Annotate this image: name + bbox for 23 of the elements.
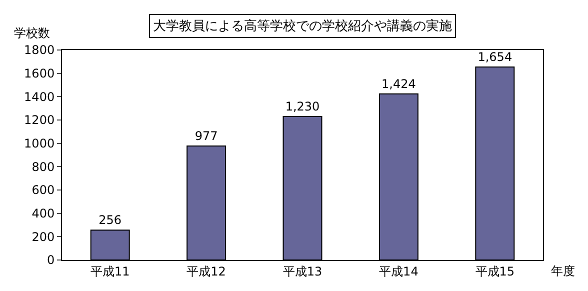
x-tick-label: 平成14 xyxy=(379,264,418,278)
data-label: 1,230 xyxy=(285,100,320,114)
chart-title: 大学教員による高等学校での学校紹介や講義の実施 xyxy=(153,18,452,34)
data-label: 256 xyxy=(98,213,122,228)
y-tick-label: 200 xyxy=(32,230,55,244)
data-label: 1,654 xyxy=(478,50,512,64)
y-tick-label: 800 xyxy=(32,160,55,174)
y-tick-label: 1200 xyxy=(24,113,55,128)
y-tick-label: 600 xyxy=(32,183,55,198)
data-label: 977 xyxy=(194,129,218,144)
y-tick-label: 0 xyxy=(46,253,55,268)
y-tick-label: 1400 xyxy=(24,90,55,104)
x-axis-title: 年度 xyxy=(551,264,575,278)
y-axis-title: 学校数 xyxy=(14,26,50,40)
y-tick-label: 1800 xyxy=(24,43,55,58)
x-tick-label: 平成15 xyxy=(475,264,515,278)
x-tick-label: 平成13 xyxy=(282,264,322,278)
y-tick-label: 400 xyxy=(32,206,55,221)
x-tick-label: 平成11 xyxy=(90,264,130,278)
data-label: 1,424 xyxy=(382,76,416,91)
y-tick-label: 1600 xyxy=(24,66,55,81)
x-tick-label: 平成12 xyxy=(186,264,226,278)
y-tick-label: 1000 xyxy=(24,136,55,151)
